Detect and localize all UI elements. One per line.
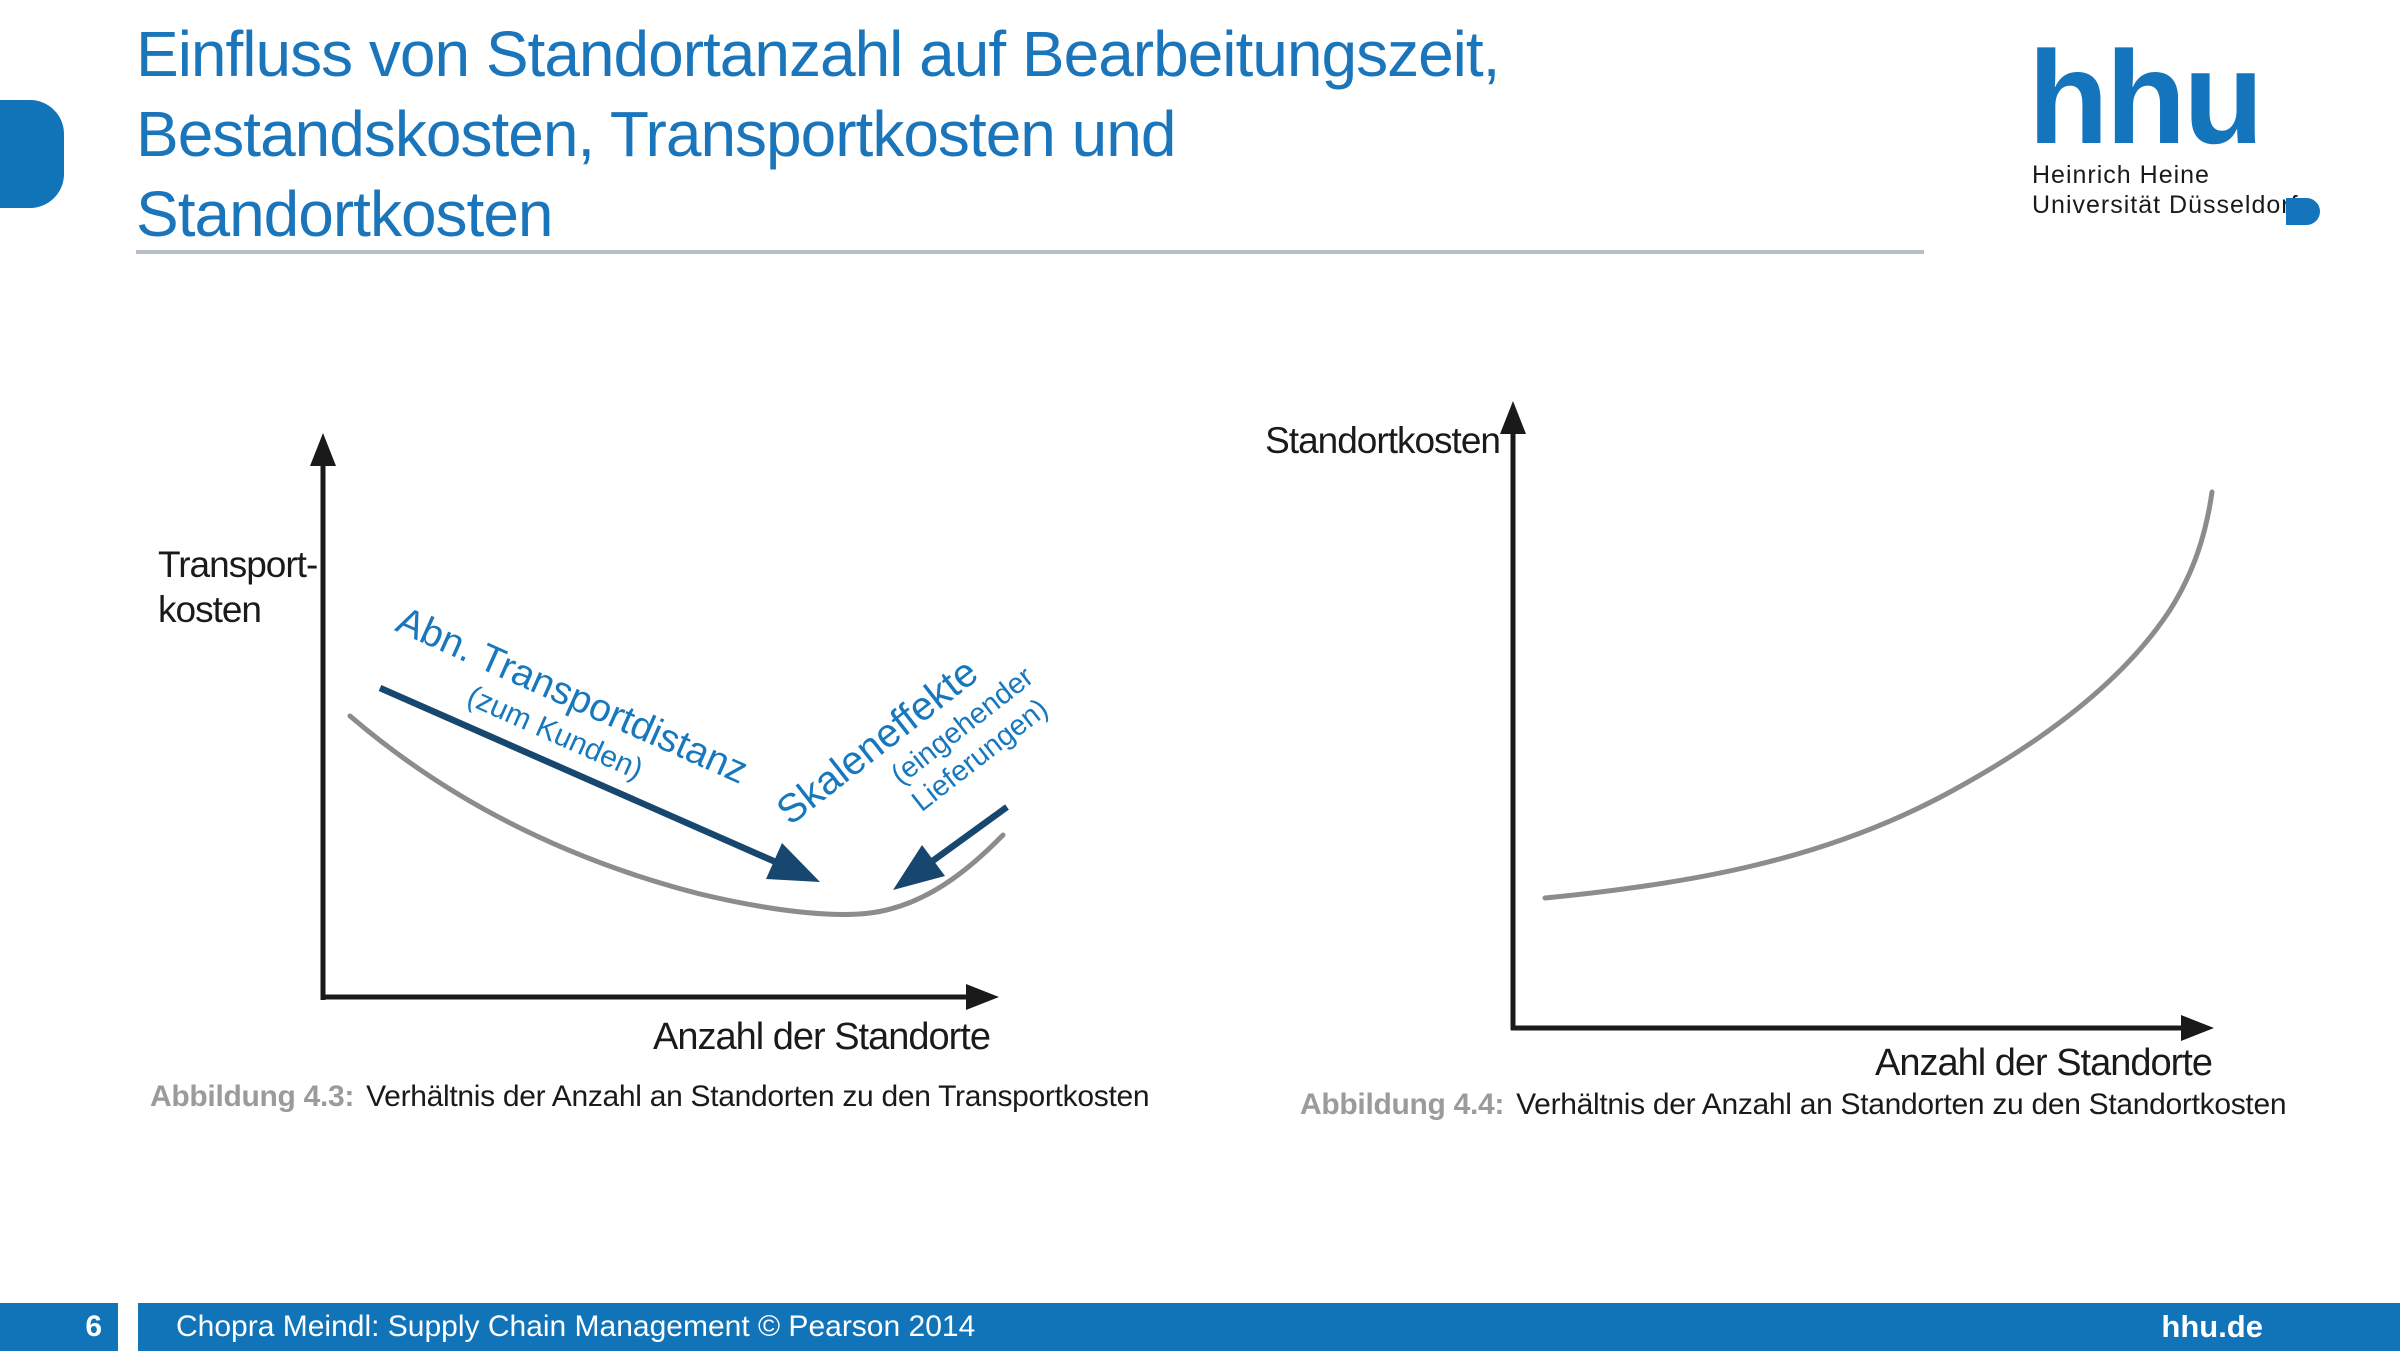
left-y-axis-label-line-2: kosten	[158, 589, 262, 630]
title-accent-tab	[0, 100, 64, 208]
left-x-axis-arrowhead-icon	[966, 984, 999, 1010]
standortkosten-curve	[1542, 489, 2215, 901]
left-x-axis-label: Anzahl der Standorte	[652, 1016, 991, 1058]
title-line-3: Standortkosten	[136, 178, 554, 250]
logo-tagline-line-2: Universität Düsseldorf	[2032, 191, 2299, 219]
right-x-axis-arrowhead-icon	[2181, 1015, 2214, 1041]
right-chart-axes	[1510, 428, 2185, 1031]
title-line-2: Bestandskosten, Transportkosten und	[136, 98, 1176, 170]
left-y-axis-arrowhead-icon	[310, 433, 336, 466]
footer-site-link[interactable]: hhu.de	[2161, 1309, 2263, 1344]
page-number-badge: 6	[0, 1303, 118, 1351]
right-caption-text: Verhältnis der Anzahl an Standorten zu d…	[1516, 1088, 2287, 1121]
right-chart-caption: Abbildung 4.4: Verhältnis der Anzahl an S…	[1300, 1088, 2287, 1122]
title-line-1: Einfluss von Standortanzahl auf Bearbeit…	[136, 18, 1500, 90]
right-y-axis-label: Standortkosten	[1265, 420, 1501, 461]
footer-source-text: Chopra Meindl: Supply Chain Management ©…	[176, 1310, 976, 1343]
transportdistanz-arrowhead-icon	[766, 843, 820, 882]
right-caption-figure-label: Abbildung 4.4:	[1300, 1088, 1505, 1121]
right-x-axis-label: Anzahl der Standorte	[1874, 1042, 2213, 1084]
left-y-axis-label: Transport- kosten	[158, 542, 318, 632]
right-y-axis-arrowhead-icon	[1500, 401, 1526, 434]
page-title: Einfluss von Standortanzahl auf Bearbeit…	[136, 14, 1500, 254]
transportkosten-curve	[347, 713, 1006, 917]
logo-tagline-line-1: Heinrich Heine	[2032, 161, 2210, 189]
title-underline	[136, 250, 1924, 254]
skaleneffekte-arrowhead-icon	[893, 845, 945, 890]
hhu-logo-tagline: Heinrich Heine Universität Düsseldorf	[2032, 160, 2299, 220]
hhu-logo-wordmark: hhu	[2028, 24, 2264, 171]
transportdistanz-arrow-shaft	[378, 685, 780, 866]
footer-bar: Chopra Meindl: Supply Chain Management ©…	[138, 1303, 2400, 1351]
left-caption-text: Verhältnis der Anzahl an Standorten zu d…	[366, 1080, 1150, 1113]
left-y-axis-label-line-1: Transport-	[158, 544, 318, 585]
left-caption-figure-label: Abbildung 4.3:	[150, 1080, 355, 1113]
left-chart-axes	[320, 458, 970, 1000]
left-chart-caption: Abbildung 4.3: Verhältnis der Anzahl an S…	[150, 1080, 1150, 1114]
hhu-logo-flag-shape	[2286, 198, 2320, 225]
